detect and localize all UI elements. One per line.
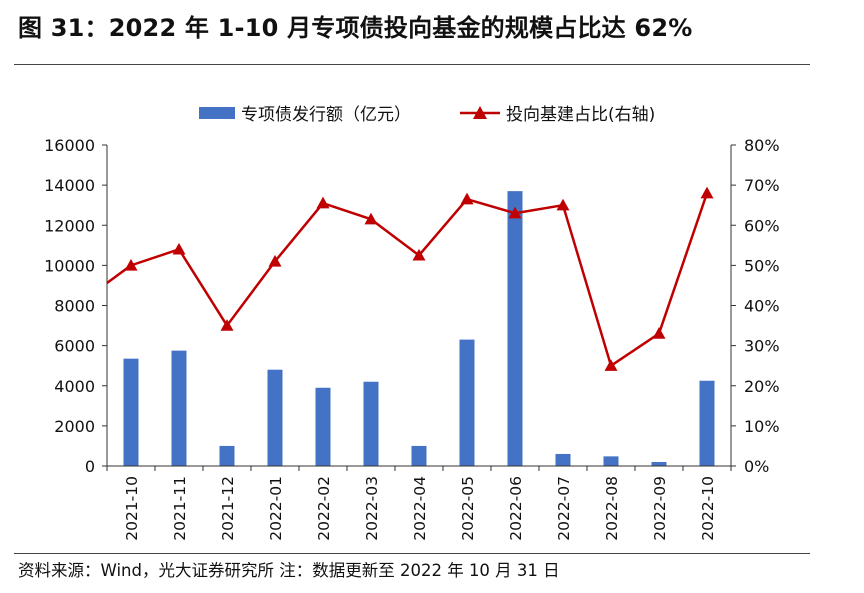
left-tick-label: 12000	[44, 216, 95, 235]
chart-legend: 专项债发行额（亿元） 投向基建占比(右轴)	[199, 105, 655, 125]
legend-triangle-icon	[473, 106, 487, 119]
right-tick-label: 20%	[744, 377, 780, 396]
page-title: 图 31：2022 年 1-10 月专项债投向基金的规模占比达 62%	[18, 14, 693, 42]
chart-axes: 0 2000 4000 6000 8000 10000 12000 14000 16000 0% 1…	[44, 136, 779, 541]
left-tick-label: 10000	[44, 256, 95, 275]
legend-bar-swatch	[199, 107, 235, 119]
line-marker-triangle	[124, 258, 138, 271]
left-tick-label: 8000	[54, 297, 95, 316]
x-tick-label: 2022-04	[411, 476, 429, 541]
right-tick-label: 80%	[744, 136, 780, 155]
line-marker-triangle	[460, 192, 474, 205]
bar	[219, 445, 235, 466]
line-marker-triangle	[556, 198, 570, 211]
x-tick-label: 2022-10	[699, 476, 717, 541]
line-marker-triangle	[316, 196, 330, 209]
left-tick-label: 6000	[54, 337, 95, 356]
x-tick-label: 2022-09	[651, 476, 669, 541]
right-tick-label: 0%	[744, 457, 769, 476]
right-tick-label: 40%	[744, 297, 780, 316]
x-tick-label: 2021-10	[123, 476, 141, 541]
bar	[507, 191, 523, 467]
line-marker-triangle	[364, 212, 378, 225]
right-tick-label: 50%	[744, 256, 780, 275]
left-tick-label: 0	[85, 457, 95, 476]
right-tick-label: 10%	[744, 417, 780, 436]
left-tick-label: 14000	[44, 176, 95, 195]
x-tick-label: 2022-01	[267, 476, 285, 541]
legend-bar-label: 专项债发行额（亿元）	[241, 105, 411, 125]
footer-divider	[14, 553, 810, 554]
x-tick-label: 2022-02	[315, 476, 333, 541]
line-marker-triangle	[412, 248, 426, 261]
right-tick-label: 60%	[744, 216, 780, 235]
x-tick-label: 2022-07	[555, 476, 573, 541]
x-tick-label: 2021-11	[171, 476, 189, 541]
line-marker-triangle	[652, 327, 666, 339]
bar	[123, 358, 139, 466]
x-tick-label: 2022-05	[459, 476, 477, 541]
bar	[171, 350, 187, 466]
line-marker-triangle	[604, 359, 618, 371]
line-marker-triangle	[508, 206, 522, 219]
bar	[555, 453, 571, 466]
x-tick-label: 2021-12	[219, 476, 237, 541]
line-marker-triangle	[220, 319, 234, 331]
bar	[315, 387, 331, 466]
bar	[363, 381, 379, 466]
bar	[459, 339, 475, 466]
line-marker-triangle	[700, 186, 714, 199]
bar	[699, 380, 715, 466]
right-tick-label: 70%	[744, 176, 780, 195]
bar-series	[123, 191, 715, 467]
x-tick-label: 2022-03	[363, 476, 381, 541]
bar	[267, 369, 283, 466]
title-divider	[14, 64, 810, 65]
line-marker-triangle	[268, 254, 282, 267]
bar	[603, 456, 619, 466]
left-tick-label: 2000	[54, 417, 95, 436]
x-tick-label: 2022-08	[603, 476, 621, 541]
left-tick-label: 4000	[54, 377, 95, 396]
bar	[651, 461, 667, 466]
left-tick-label: 16000	[44, 136, 95, 155]
bar	[411, 445, 427, 466]
right-tick-label: 30%	[744, 337, 780, 356]
x-tick-label: 2022-06	[507, 476, 525, 541]
legend-line-label: 投向基建占比(右轴)	[506, 105, 655, 125]
source-note: 资料来源：Wind，光大证券研究所 注：数据更新至 2022 年 10 月 31…	[18, 561, 560, 580]
series-line	[106, 192, 709, 367]
line-marker-triangle	[172, 242, 186, 255]
line-series	[106, 186, 714, 371]
